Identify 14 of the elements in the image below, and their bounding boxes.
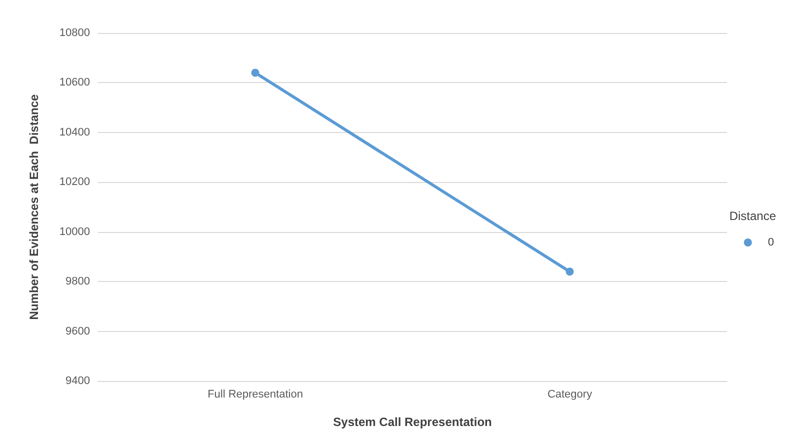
x-tick-label: Full Representation [208, 388, 303, 400]
y-tick-label: 9800 [66, 276, 90, 288]
x-tick-label: Category [547, 388, 593, 400]
y-tick-label: 10600 [59, 76, 90, 89]
y-tick-label: 9600 [66, 325, 90, 338]
y-tick-label: 10000 [59, 226, 90, 238]
y-tick-label: 10800 [59, 27, 90, 39]
legend-label: 0 [768, 236, 774, 248]
y-tick-label: 10200 [59, 176, 90, 188]
y-tick-label: 10400 [59, 126, 90, 138]
y-axis-title: Number of Evidences at Each Distance [27, 94, 41, 320]
x-axis-title: System Call Representation [333, 415, 492, 429]
legend-title: Distance [729, 209, 776, 223]
y-tick-label: 9400 [66, 375, 90, 387]
